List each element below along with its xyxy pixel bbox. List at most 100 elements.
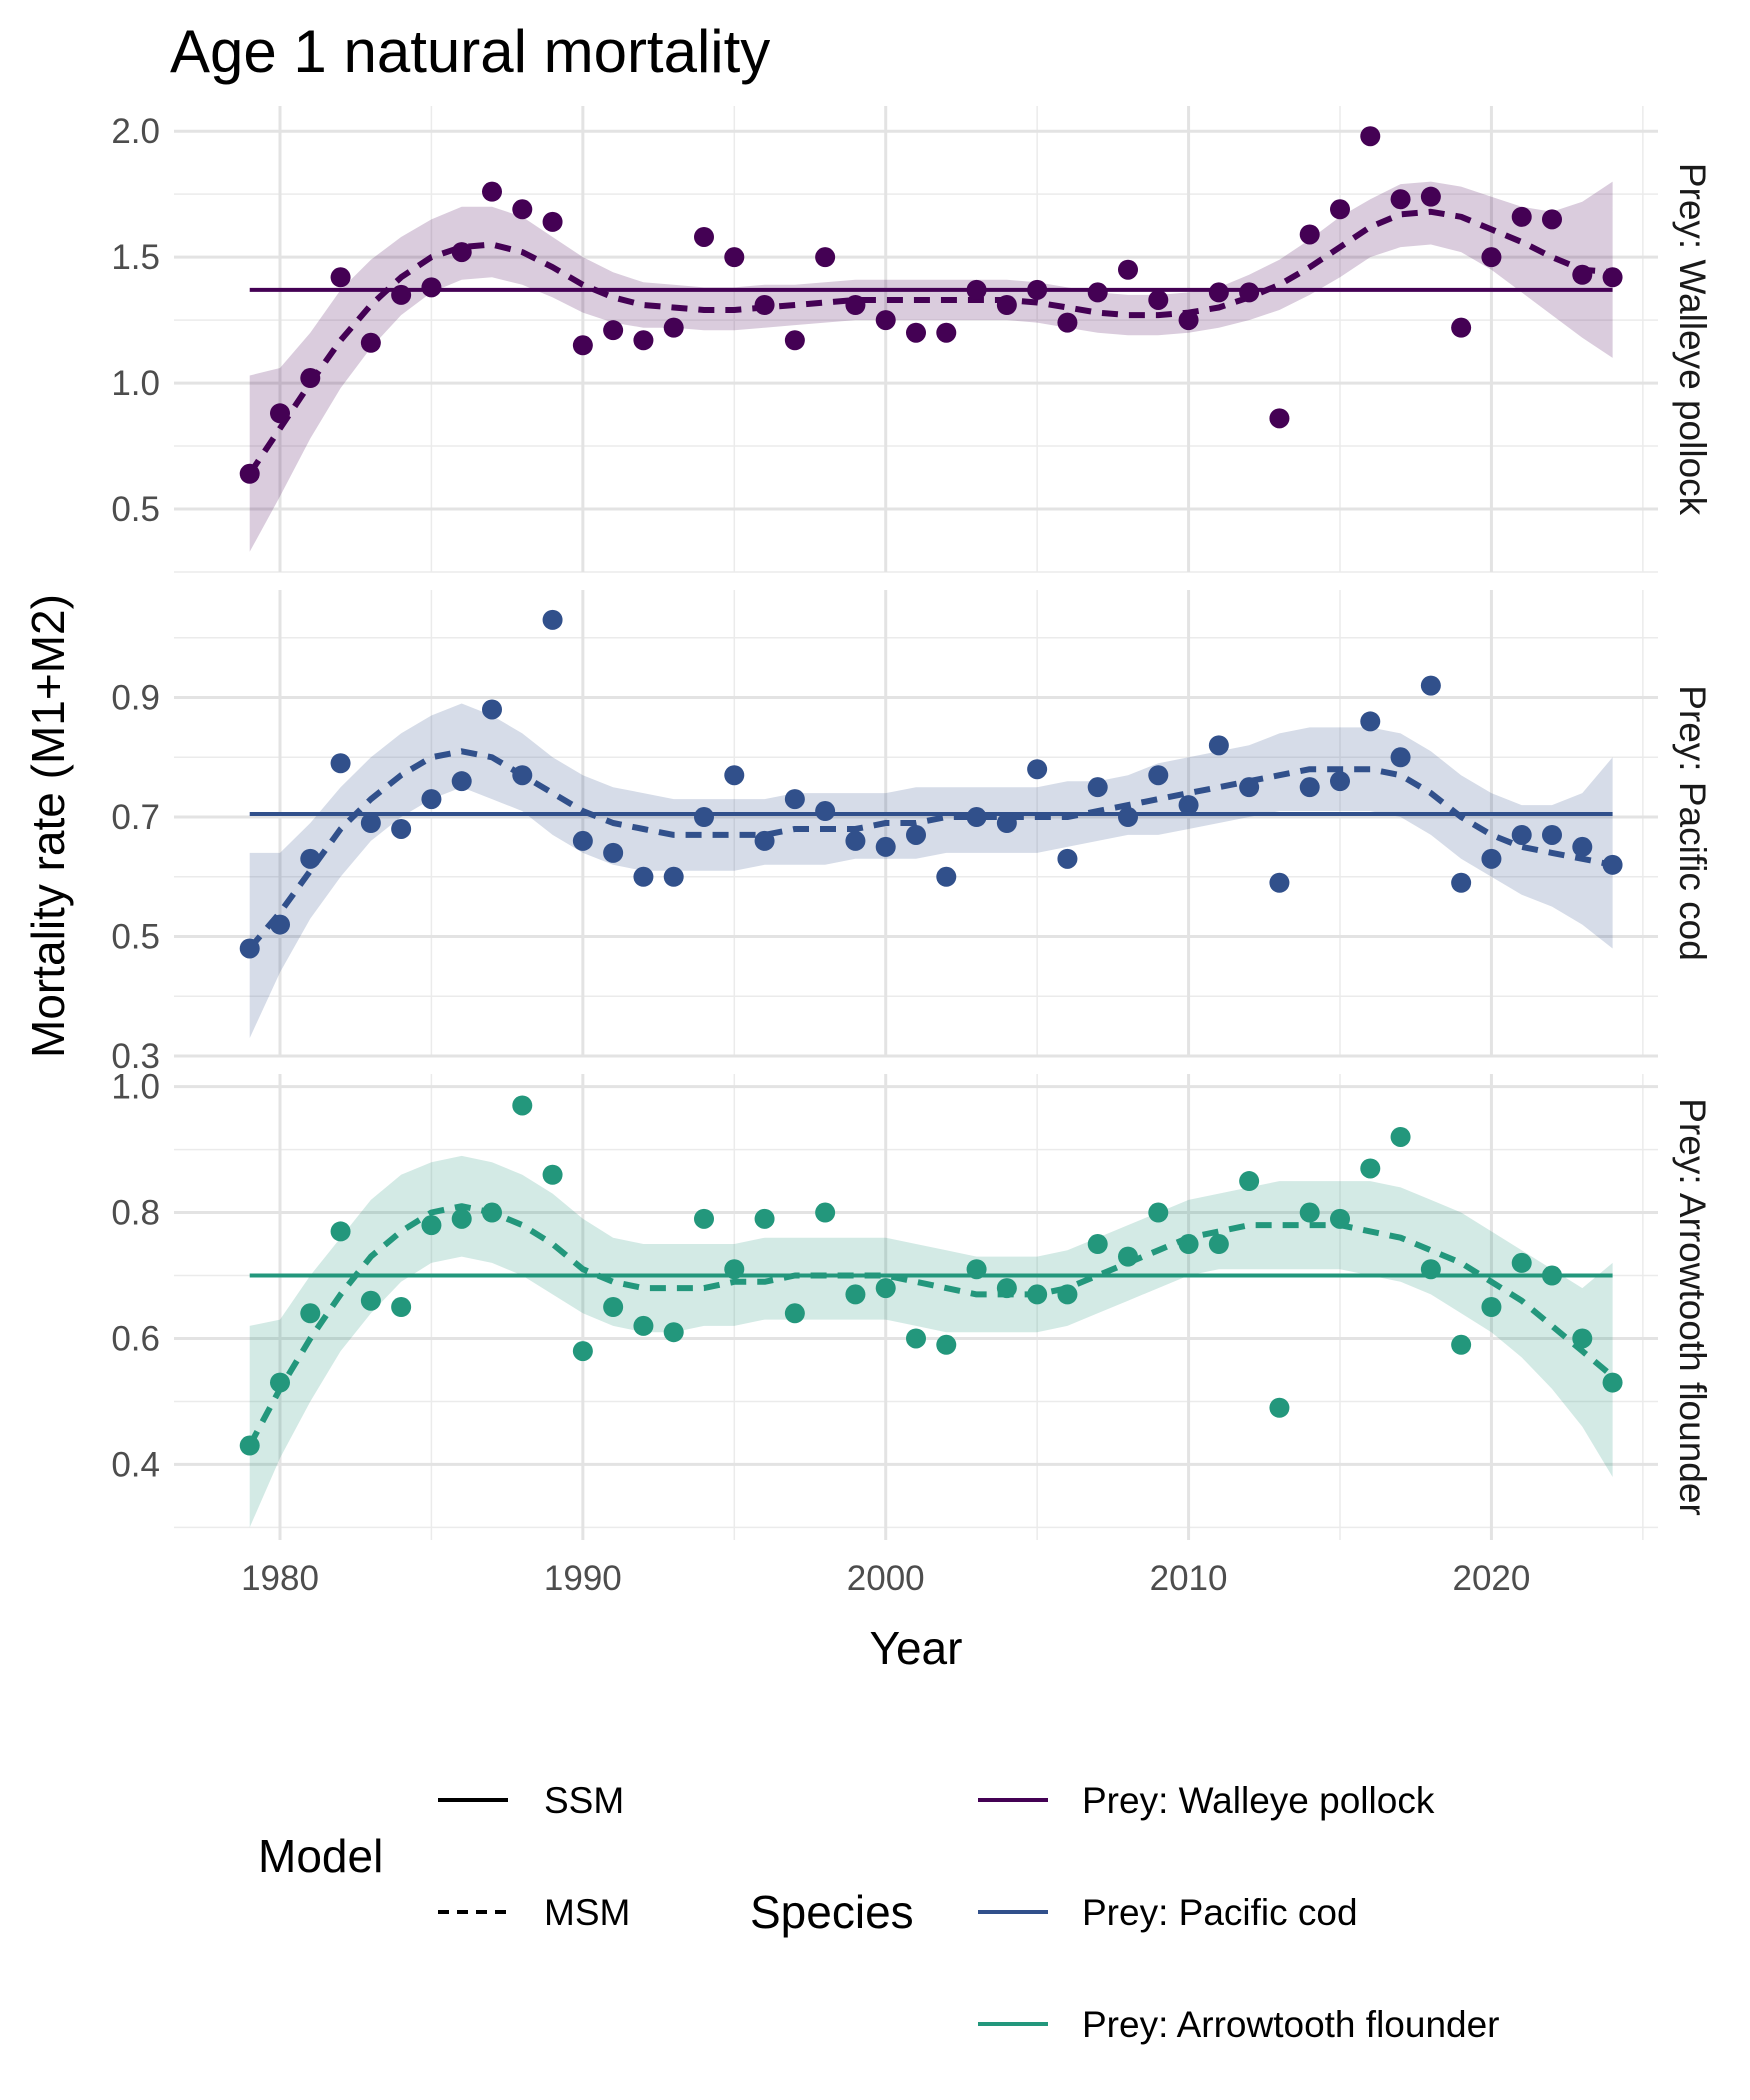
data-point <box>542 211 563 232</box>
data-point <box>270 914 290 935</box>
data-point <box>1451 1334 1472 1355</box>
data-point <box>330 267 351 288</box>
data-point <box>1572 836 1593 857</box>
data-point <box>300 368 321 389</box>
msm-line <box>247 748 1614 951</box>
y-tick-label: 0.6 <box>111 1319 160 1358</box>
panel-prey-arrowtooth-flounder: 0.4 0.6 0.8 1.0 Prey: Arrowtooth flounder <box>111 1068 1713 1540</box>
data-point <box>1602 1372 1623 1393</box>
data-point <box>936 1334 957 1355</box>
data-point <box>694 1208 714 1229</box>
data-point <box>1330 1208 1350 1229</box>
data-point <box>572 830 593 851</box>
data-point <box>1087 777 1108 798</box>
data-point <box>1178 795 1199 816</box>
msm-line <box>247 1203 1615 1447</box>
x-tick-label: 2000 <box>847 1559 925 1598</box>
data-point <box>1087 1234 1108 1255</box>
data-point <box>1481 848 1502 869</box>
data-point <box>360 813 381 833</box>
data-point <box>1208 735 1229 756</box>
data-point <box>360 332 381 353</box>
data-point <box>996 813 1017 833</box>
data-point <box>1390 1126 1411 1147</box>
data-point <box>815 247 836 268</box>
data-point <box>1572 264 1593 285</box>
y-tick-label: 0.9 <box>111 679 160 718</box>
data-point <box>1511 824 1532 845</box>
data-point <box>360 1290 381 1311</box>
data-point <box>1542 1265 1562 1286</box>
data-point <box>451 242 472 263</box>
y-axis-title: Mortality rate (M1+M2) <box>22 594 74 1058</box>
data-point <box>694 807 714 828</box>
legend-pacific-cod-label: Prey: Pacific cod <box>1082 1892 1358 1933</box>
data-point <box>815 1202 836 1223</box>
panel-marks <box>239 609 1623 1039</box>
data-point <box>482 181 502 202</box>
data-point <box>1087 282 1108 303</box>
data-point <box>815 801 836 822</box>
msm-confidence-band <box>249 703 1613 1039</box>
y-tick-label: 0.7 <box>111 798 160 837</box>
data-point <box>421 789 442 810</box>
y-tick-label: 0.4 <box>111 1445 160 1484</box>
data-point <box>1027 279 1048 300</box>
x-axis-title: Year <box>870 1622 963 1674</box>
data-point <box>300 848 321 869</box>
y-tick-label: 1.5 <box>111 238 160 277</box>
data-point <box>1269 1397 1290 1418</box>
data-point <box>1481 1297 1502 1317</box>
data-point <box>966 279 987 300</box>
data-point <box>724 765 745 786</box>
data-point <box>1511 1252 1532 1273</box>
y-tick-label: 0.8 <box>111 1194 160 1233</box>
data-point <box>512 765 533 786</box>
data-point <box>1118 259 1138 280</box>
data-point <box>754 294 775 315</box>
data-point <box>875 1278 896 1299</box>
data-point <box>1420 1259 1441 1280</box>
data-point <box>966 807 987 828</box>
y-tick-label: 0.3 <box>111 1037 160 1076</box>
data-point <box>270 1372 290 1393</box>
data-point <box>603 320 624 341</box>
data-point <box>330 753 351 774</box>
data-point <box>1360 126 1381 147</box>
data-point <box>603 1297 624 1317</box>
data-point <box>451 1208 472 1229</box>
data-point <box>451 771 472 792</box>
data-point <box>603 842 624 863</box>
data-point <box>906 1328 926 1349</box>
data-point <box>633 330 654 351</box>
data-point <box>512 1095 533 1116</box>
data-point <box>512 199 533 220</box>
data-point <box>421 277 442 298</box>
panel-marks <box>239 1095 1623 1528</box>
panel-marks <box>239 126 1623 552</box>
data-point <box>1239 777 1260 798</box>
data-point <box>845 294 866 315</box>
data-point <box>724 1259 745 1280</box>
data-point <box>1208 1234 1229 1255</box>
data-point <box>845 1284 866 1305</box>
data-point <box>270 403 290 424</box>
chart-title: Age 1 natural mortality <box>170 18 770 85</box>
data-point <box>1420 675 1441 696</box>
data-point <box>1451 317 1472 338</box>
data-point <box>1481 247 1502 268</box>
data-point <box>300 1303 321 1324</box>
data-point <box>1118 807 1138 828</box>
data-point <box>1360 711 1381 732</box>
data-point <box>542 609 563 630</box>
data-point <box>1148 765 1169 786</box>
data-point <box>966 1259 987 1280</box>
data-point <box>1390 747 1411 768</box>
data-point <box>784 330 805 351</box>
data-point <box>1390 189 1411 210</box>
data-point <box>421 1215 442 1236</box>
legend-msm-label: MSM <box>544 1892 630 1933</box>
data-point <box>1057 312 1078 333</box>
data-point <box>239 1435 260 1456</box>
msm-line <box>247 208 1613 476</box>
